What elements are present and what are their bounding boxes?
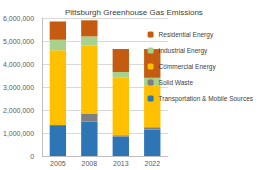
svg-text:Pittsburgh Greenhouse Gas Emis: Pittsburgh Greenhouse Gas Emissions bbox=[65, 8, 203, 17]
svg-text:2013: 2013 bbox=[113, 160, 129, 167]
svg-text:2,000,000: 2,000,000 bbox=[3, 107, 34, 114]
svg-text:Solid Waste: Solid Waste bbox=[159, 79, 194, 86]
svg-text:2005: 2005 bbox=[50, 160, 66, 167]
svg-text:Residential Energy: Residential Energy bbox=[159, 31, 214, 39]
svg-text:6,000,000: 6,000,000 bbox=[3, 15, 34, 22]
svg-text:Transportation & Mobile Source: Transportation & Mobile Sources bbox=[159, 95, 254, 103]
svg-text:2022: 2022 bbox=[144, 160, 160, 167]
svg-text:4,000,000: 4,000,000 bbox=[3, 61, 34, 68]
svg-text:5,000,000: 5,000,000 bbox=[3, 38, 34, 45]
svg-text:2008: 2008 bbox=[82, 160, 98, 167]
svg-text:Commercial Energy: Commercial Energy bbox=[159, 63, 217, 71]
svg-text:0: 0 bbox=[30, 153, 34, 160]
svg-text:1,000,000: 1,000,000 bbox=[3, 130, 34, 137]
svg-text:3,000,000: 3,000,000 bbox=[3, 84, 34, 91]
svg-text:Industrial Energy: Industrial Energy bbox=[159, 47, 209, 55]
